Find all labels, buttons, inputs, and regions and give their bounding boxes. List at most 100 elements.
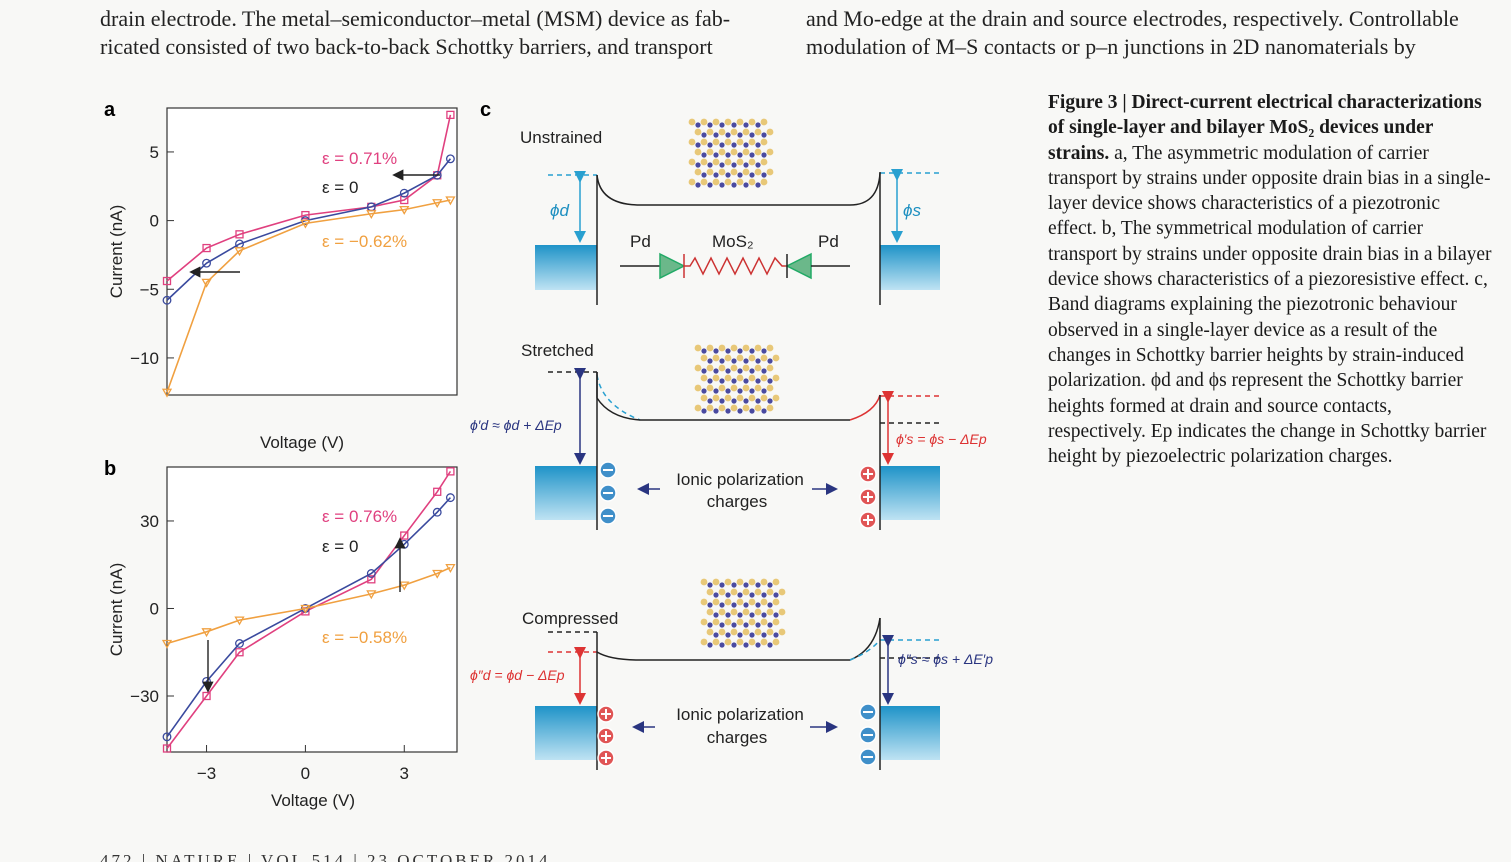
atom bbox=[713, 355, 720, 362]
atom bbox=[749, 132, 754, 137]
atom bbox=[779, 629, 786, 636]
atom bbox=[743, 629, 750, 636]
atom bbox=[743, 169, 750, 176]
atom bbox=[767, 589, 774, 596]
atom bbox=[707, 385, 714, 392]
atom bbox=[731, 385, 738, 392]
atom bbox=[731, 129, 738, 136]
atom bbox=[725, 599, 732, 606]
atom bbox=[755, 629, 762, 636]
atom bbox=[701, 368, 706, 373]
atom bbox=[773, 579, 780, 586]
y-axis-label: Current (nA) bbox=[107, 563, 126, 657]
atom bbox=[737, 152, 742, 157]
atom bbox=[725, 348, 730, 353]
atom bbox=[713, 395, 720, 402]
atom bbox=[767, 405, 774, 412]
atom bbox=[713, 159, 720, 166]
atom bbox=[689, 119, 696, 126]
atom bbox=[719, 129, 726, 136]
atom bbox=[707, 345, 714, 352]
atom bbox=[719, 589, 726, 596]
atom bbox=[761, 599, 768, 606]
atom bbox=[737, 355, 744, 362]
atom bbox=[737, 612, 742, 617]
atom bbox=[755, 609, 762, 616]
atom bbox=[731, 358, 736, 363]
atom bbox=[725, 355, 732, 362]
atom bbox=[701, 375, 708, 382]
atom bbox=[707, 629, 714, 636]
atom bbox=[713, 348, 718, 353]
atom bbox=[701, 619, 708, 626]
series-label: ε = 0 bbox=[322, 178, 358, 197]
atom bbox=[737, 395, 744, 402]
atom bbox=[773, 612, 778, 617]
atom bbox=[749, 375, 756, 382]
atom bbox=[719, 582, 724, 587]
atom bbox=[773, 375, 780, 382]
atom bbox=[761, 579, 768, 586]
atom bbox=[767, 365, 774, 372]
atom bbox=[761, 388, 766, 393]
electrode bbox=[535, 706, 597, 760]
atom bbox=[761, 179, 768, 186]
atom bbox=[761, 612, 766, 617]
body-line: and Mo-edge at the drain and source elec… bbox=[806, 6, 1459, 31]
atom bbox=[707, 398, 712, 403]
atom bbox=[743, 142, 748, 147]
atom bbox=[701, 639, 708, 646]
atom bbox=[695, 142, 700, 147]
atom bbox=[779, 609, 786, 616]
band-edge bbox=[850, 395, 880, 420]
atom bbox=[767, 129, 774, 136]
atom bbox=[743, 122, 748, 127]
atom bbox=[761, 395, 768, 402]
atom bbox=[743, 162, 748, 167]
atom bbox=[719, 385, 726, 392]
atom bbox=[713, 139, 720, 146]
level bbox=[597, 375, 640, 420]
atom bbox=[725, 152, 730, 157]
y-tick-label: 30 bbox=[140, 512, 159, 531]
atom bbox=[719, 642, 724, 647]
material-label: MoS₂ bbox=[712, 232, 754, 251]
atom bbox=[737, 579, 744, 586]
atom bbox=[713, 632, 718, 637]
atom bbox=[737, 408, 742, 413]
atom bbox=[743, 609, 750, 616]
caption-body: a, The asymmetric modulation of carrier … bbox=[1048, 143, 1492, 468]
atom bbox=[707, 169, 714, 176]
atom bbox=[725, 179, 732, 186]
atom bbox=[761, 408, 766, 413]
atom bbox=[731, 405, 738, 412]
atom bbox=[725, 132, 730, 137]
atom bbox=[749, 599, 756, 606]
electrode bbox=[880, 466, 940, 520]
atom bbox=[737, 119, 744, 126]
atom bbox=[773, 619, 780, 626]
atom bbox=[725, 159, 732, 166]
atom bbox=[707, 609, 714, 616]
atom bbox=[731, 169, 738, 176]
atom bbox=[743, 149, 750, 156]
atom bbox=[755, 385, 762, 392]
atom bbox=[707, 129, 714, 136]
atom bbox=[731, 582, 736, 587]
lattices bbox=[689, 119, 786, 648]
atom bbox=[725, 368, 730, 373]
atom bbox=[767, 642, 772, 647]
atom bbox=[725, 639, 732, 646]
atom bbox=[701, 388, 706, 393]
atom bbox=[761, 375, 768, 382]
atom bbox=[743, 345, 750, 352]
atom bbox=[695, 405, 702, 412]
atom bbox=[737, 172, 742, 177]
atom bbox=[749, 119, 756, 126]
atom bbox=[725, 172, 730, 177]
state-label: Compressed bbox=[522, 609, 618, 628]
electrode bbox=[535, 466, 597, 520]
atom bbox=[755, 602, 760, 607]
atom bbox=[737, 388, 742, 393]
atom bbox=[725, 408, 730, 413]
